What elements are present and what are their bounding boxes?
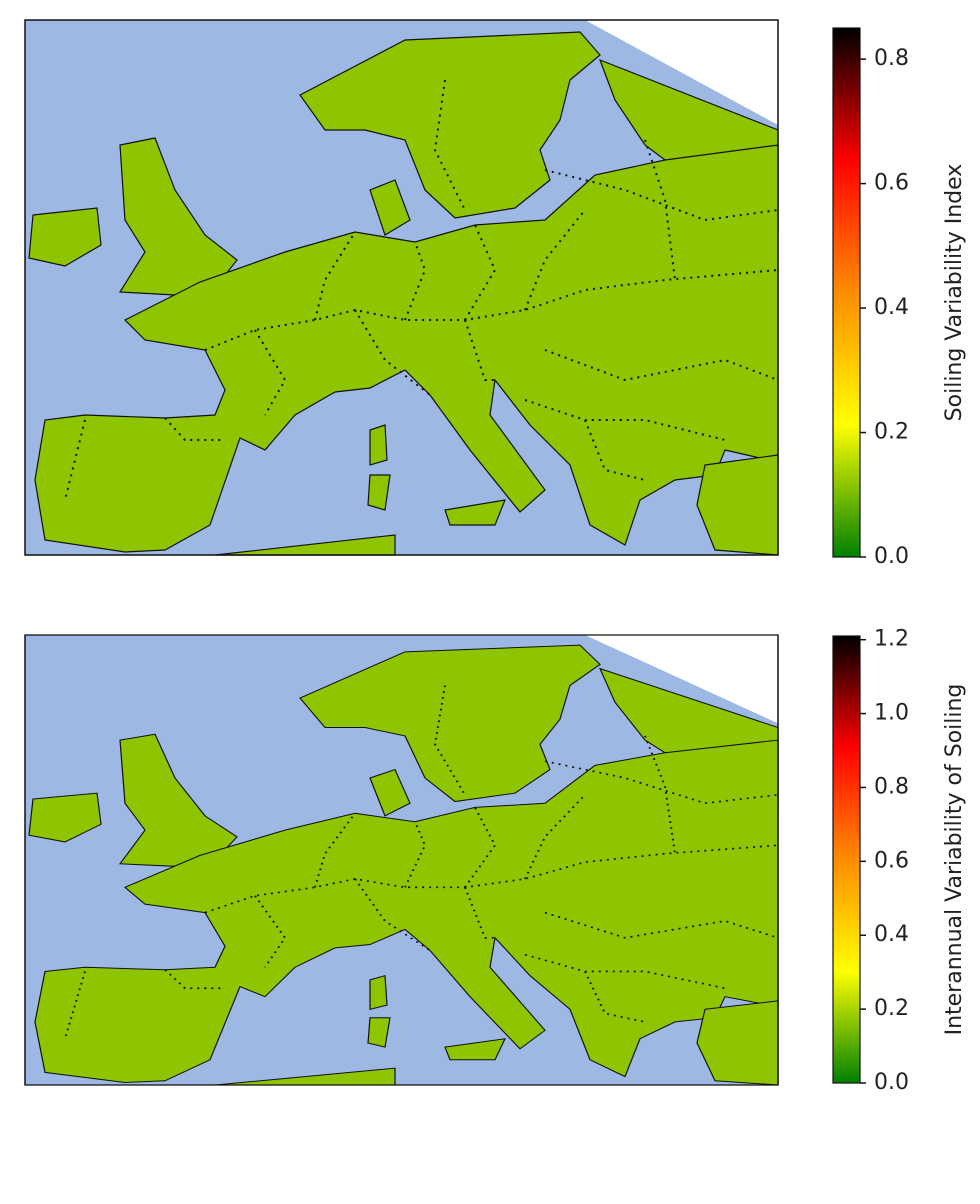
colorbar-tick-label: 0.8 bbox=[874, 46, 909, 71]
map-frame bbox=[24, 634, 779, 1086]
colorbar-label: Soiling Variability Index bbox=[942, 164, 967, 422]
colorbar bbox=[832, 635, 861, 1084]
colorbar-tick-label: 0.4 bbox=[874, 922, 909, 947]
map-panel bbox=[24, 634, 779, 1086]
colorbar-tick-label: 0.6 bbox=[874, 171, 909, 196]
colorbar-tick-label: 0.4 bbox=[874, 295, 909, 320]
colorbar-tick-label: 0.6 bbox=[874, 848, 909, 873]
colorbar-tick-label: 0.2 bbox=[874, 420, 909, 445]
colorbar-tick-label: 0.0 bbox=[874, 1070, 909, 1095]
colorbar-tick-label: 0.8 bbox=[874, 774, 909, 799]
colorbar-tick-label: 0.2 bbox=[874, 996, 909, 1021]
colorbar bbox=[832, 27, 861, 558]
no-data-area bbox=[585, 20, 778, 125]
map-panel bbox=[24, 19, 779, 556]
colorbar-tick-label: 0.0 bbox=[874, 544, 909, 569]
colorbar-tick-label: 1.0 bbox=[874, 701, 909, 726]
colorbar-label: Interannual Variability of Soiling bbox=[942, 684, 967, 1036]
map-frame bbox=[24, 19, 779, 556]
colorbar-tick-label: 1.2 bbox=[874, 627, 909, 652]
